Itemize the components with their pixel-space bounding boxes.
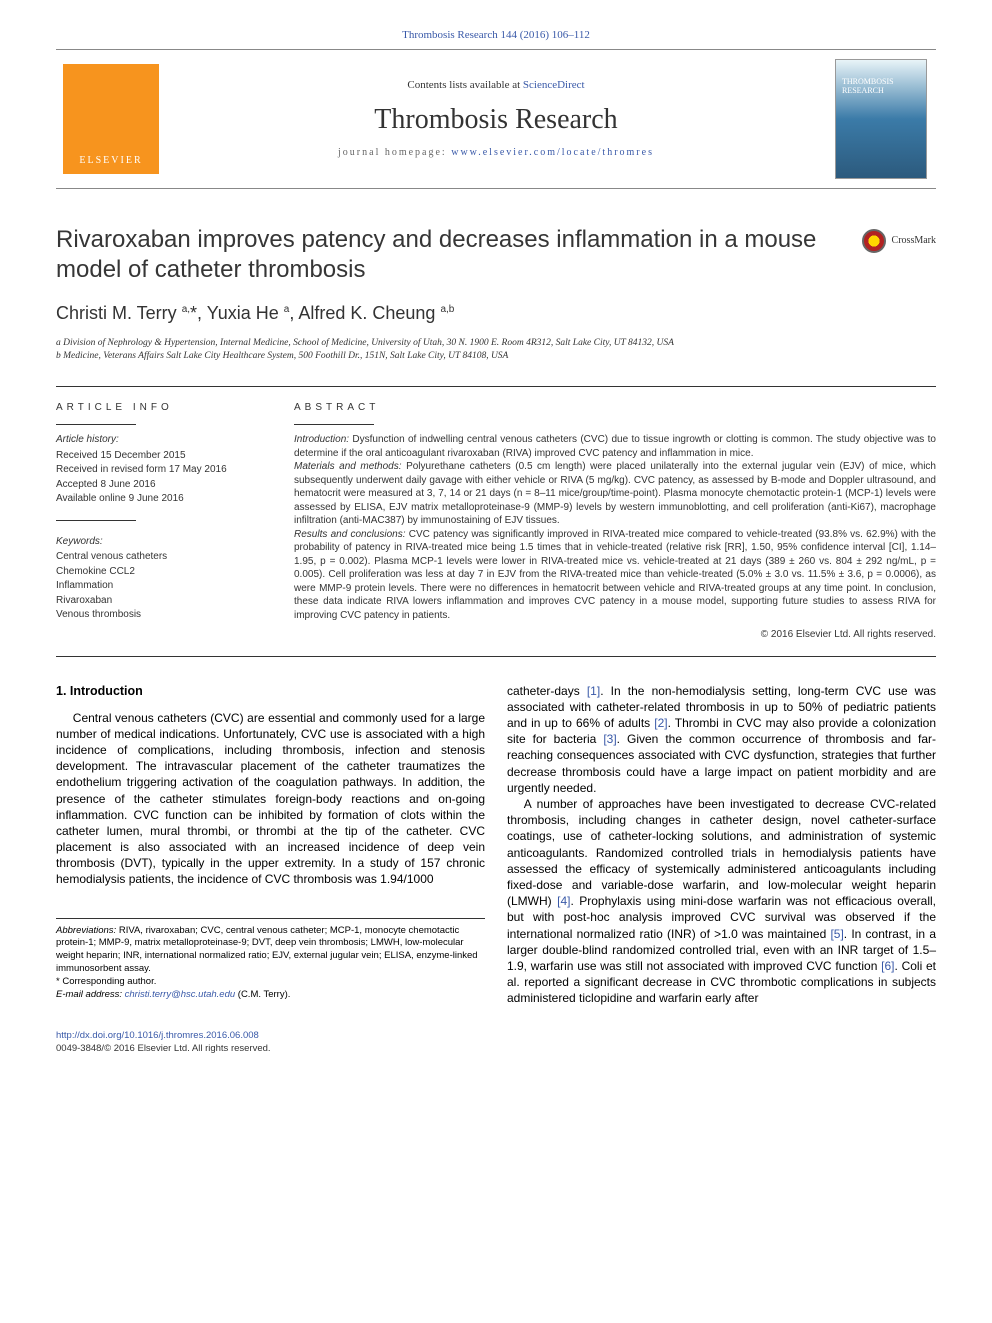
article-info-block: ARTICLE INFO Article history: Received 1… bbox=[56, 401, 266, 642]
affiliation-a: a Division of Nephrology & Hypertension,… bbox=[56, 337, 936, 350]
keyword: Inflammation bbox=[56, 579, 266, 593]
ref-link[interactable]: [3] bbox=[603, 732, 616, 746]
homepage-line: journal homepage: www.elsevier.com/locat… bbox=[338, 146, 654, 160]
history-accepted: Accepted 8 June 2016 bbox=[56, 478, 266, 492]
section-heading: 1. Introduction bbox=[56, 683, 485, 700]
abstract-block: ABSTRACT Introduction: Dysfunction of in… bbox=[294, 401, 936, 642]
corresponding-email[interactable]: christi.terry@hsc.utah.edu bbox=[125, 989, 236, 1000]
body-para: Central venous catheters (CVC) are essen… bbox=[56, 710, 485, 888]
author-list: Christi M. Terry a,*, Yuxia He a, Alfred… bbox=[56, 301, 936, 325]
journal-name: Thrombosis Research bbox=[374, 101, 617, 139]
publisher-logo: ELSEVIER bbox=[63, 64, 159, 174]
history-received: Received 15 December 2015 bbox=[56, 449, 266, 463]
keyword: Chemokine CCL2 bbox=[56, 565, 266, 579]
homepage-link[interactable]: www.elsevier.com/locate/thromres bbox=[451, 147, 654, 158]
abstract-copyright: © 2016 Elsevier Ltd. All rights reserved… bbox=[294, 628, 936, 642]
page-footer: http://dx.doi.org/10.1016/j.thromres.201… bbox=[56, 1030, 936, 1056]
article-info-label: ARTICLE INFO bbox=[56, 401, 266, 415]
ref-link[interactable]: [1] bbox=[587, 684, 600, 698]
article-body: 1. Introduction Central venous catheters… bbox=[56, 683, 936, 1007]
history-revised: Received in revised form 17 May 2016 bbox=[56, 463, 266, 477]
abstract-methods: Materials and methods: Polyurethane cath… bbox=[294, 460, 936, 528]
doi-link[interactable]: http://dx.doi.org/10.1016/j.thromres.201… bbox=[56, 1030, 259, 1041]
keyword: Rivaroxaban bbox=[56, 594, 266, 608]
abstract-label: ABSTRACT bbox=[294, 401, 936, 415]
journal-cover-thumb: THROMBOSIS RESEARCH bbox=[835, 59, 927, 179]
ref-link[interactable]: [2] bbox=[654, 716, 667, 730]
sciencedirect-line: Contents lists available at ScienceDirec… bbox=[407, 78, 584, 93]
history-online: Available online 9 June 2016 bbox=[56, 492, 266, 506]
history-label: Article history: bbox=[56, 433, 266, 447]
body-para: A number of approaches have been investi… bbox=[507, 796, 936, 1006]
issn-copyright: 0049-3848/© 2016 Elsevier Ltd. All right… bbox=[56, 1043, 271, 1054]
crossmark-badge[interactable]: CrossMark bbox=[862, 225, 936, 253]
affiliation-b: b Medicine, Veterans Affairs Salt Lake C… bbox=[56, 350, 936, 363]
keyword: Central venous catheters bbox=[56, 550, 266, 564]
corresponding-note: * Corresponding author. bbox=[56, 976, 485, 989]
body-para: catheter-days [1]. In the non-hemodialys… bbox=[507, 683, 936, 796]
ref-link[interactable]: [6] bbox=[881, 959, 894, 973]
sciencedirect-link[interactable]: ScienceDirect bbox=[523, 79, 585, 91]
citation-link[interactable]: Thrombosis Research 144 (2016) 106–112 bbox=[56, 28, 936, 43]
journal-masthead: ELSEVIER Contents lists available at Sci… bbox=[56, 49, 936, 189]
keywords-label: Keywords: bbox=[56, 535, 266, 549]
affiliations: a Division of Nephrology & Hypertension,… bbox=[56, 337, 936, 364]
abstract-results: Results and conclusions: CVC patency was… bbox=[294, 528, 936, 623]
ref-link[interactable]: [5] bbox=[830, 927, 843, 941]
keyword: Venous thrombosis bbox=[56, 608, 266, 622]
article-title: Rivaroxaban improves patency and decreas… bbox=[56, 225, 850, 285]
abstract-introduction: Introduction: Dysfunction of indwelling … bbox=[294, 433, 936, 460]
footnotes: Abbreviations: RIVA, rivaroxaban; CVC, c… bbox=[56, 918, 485, 1002]
crossmark-icon bbox=[862, 229, 886, 253]
ref-link[interactable]: [4] bbox=[557, 894, 570, 908]
